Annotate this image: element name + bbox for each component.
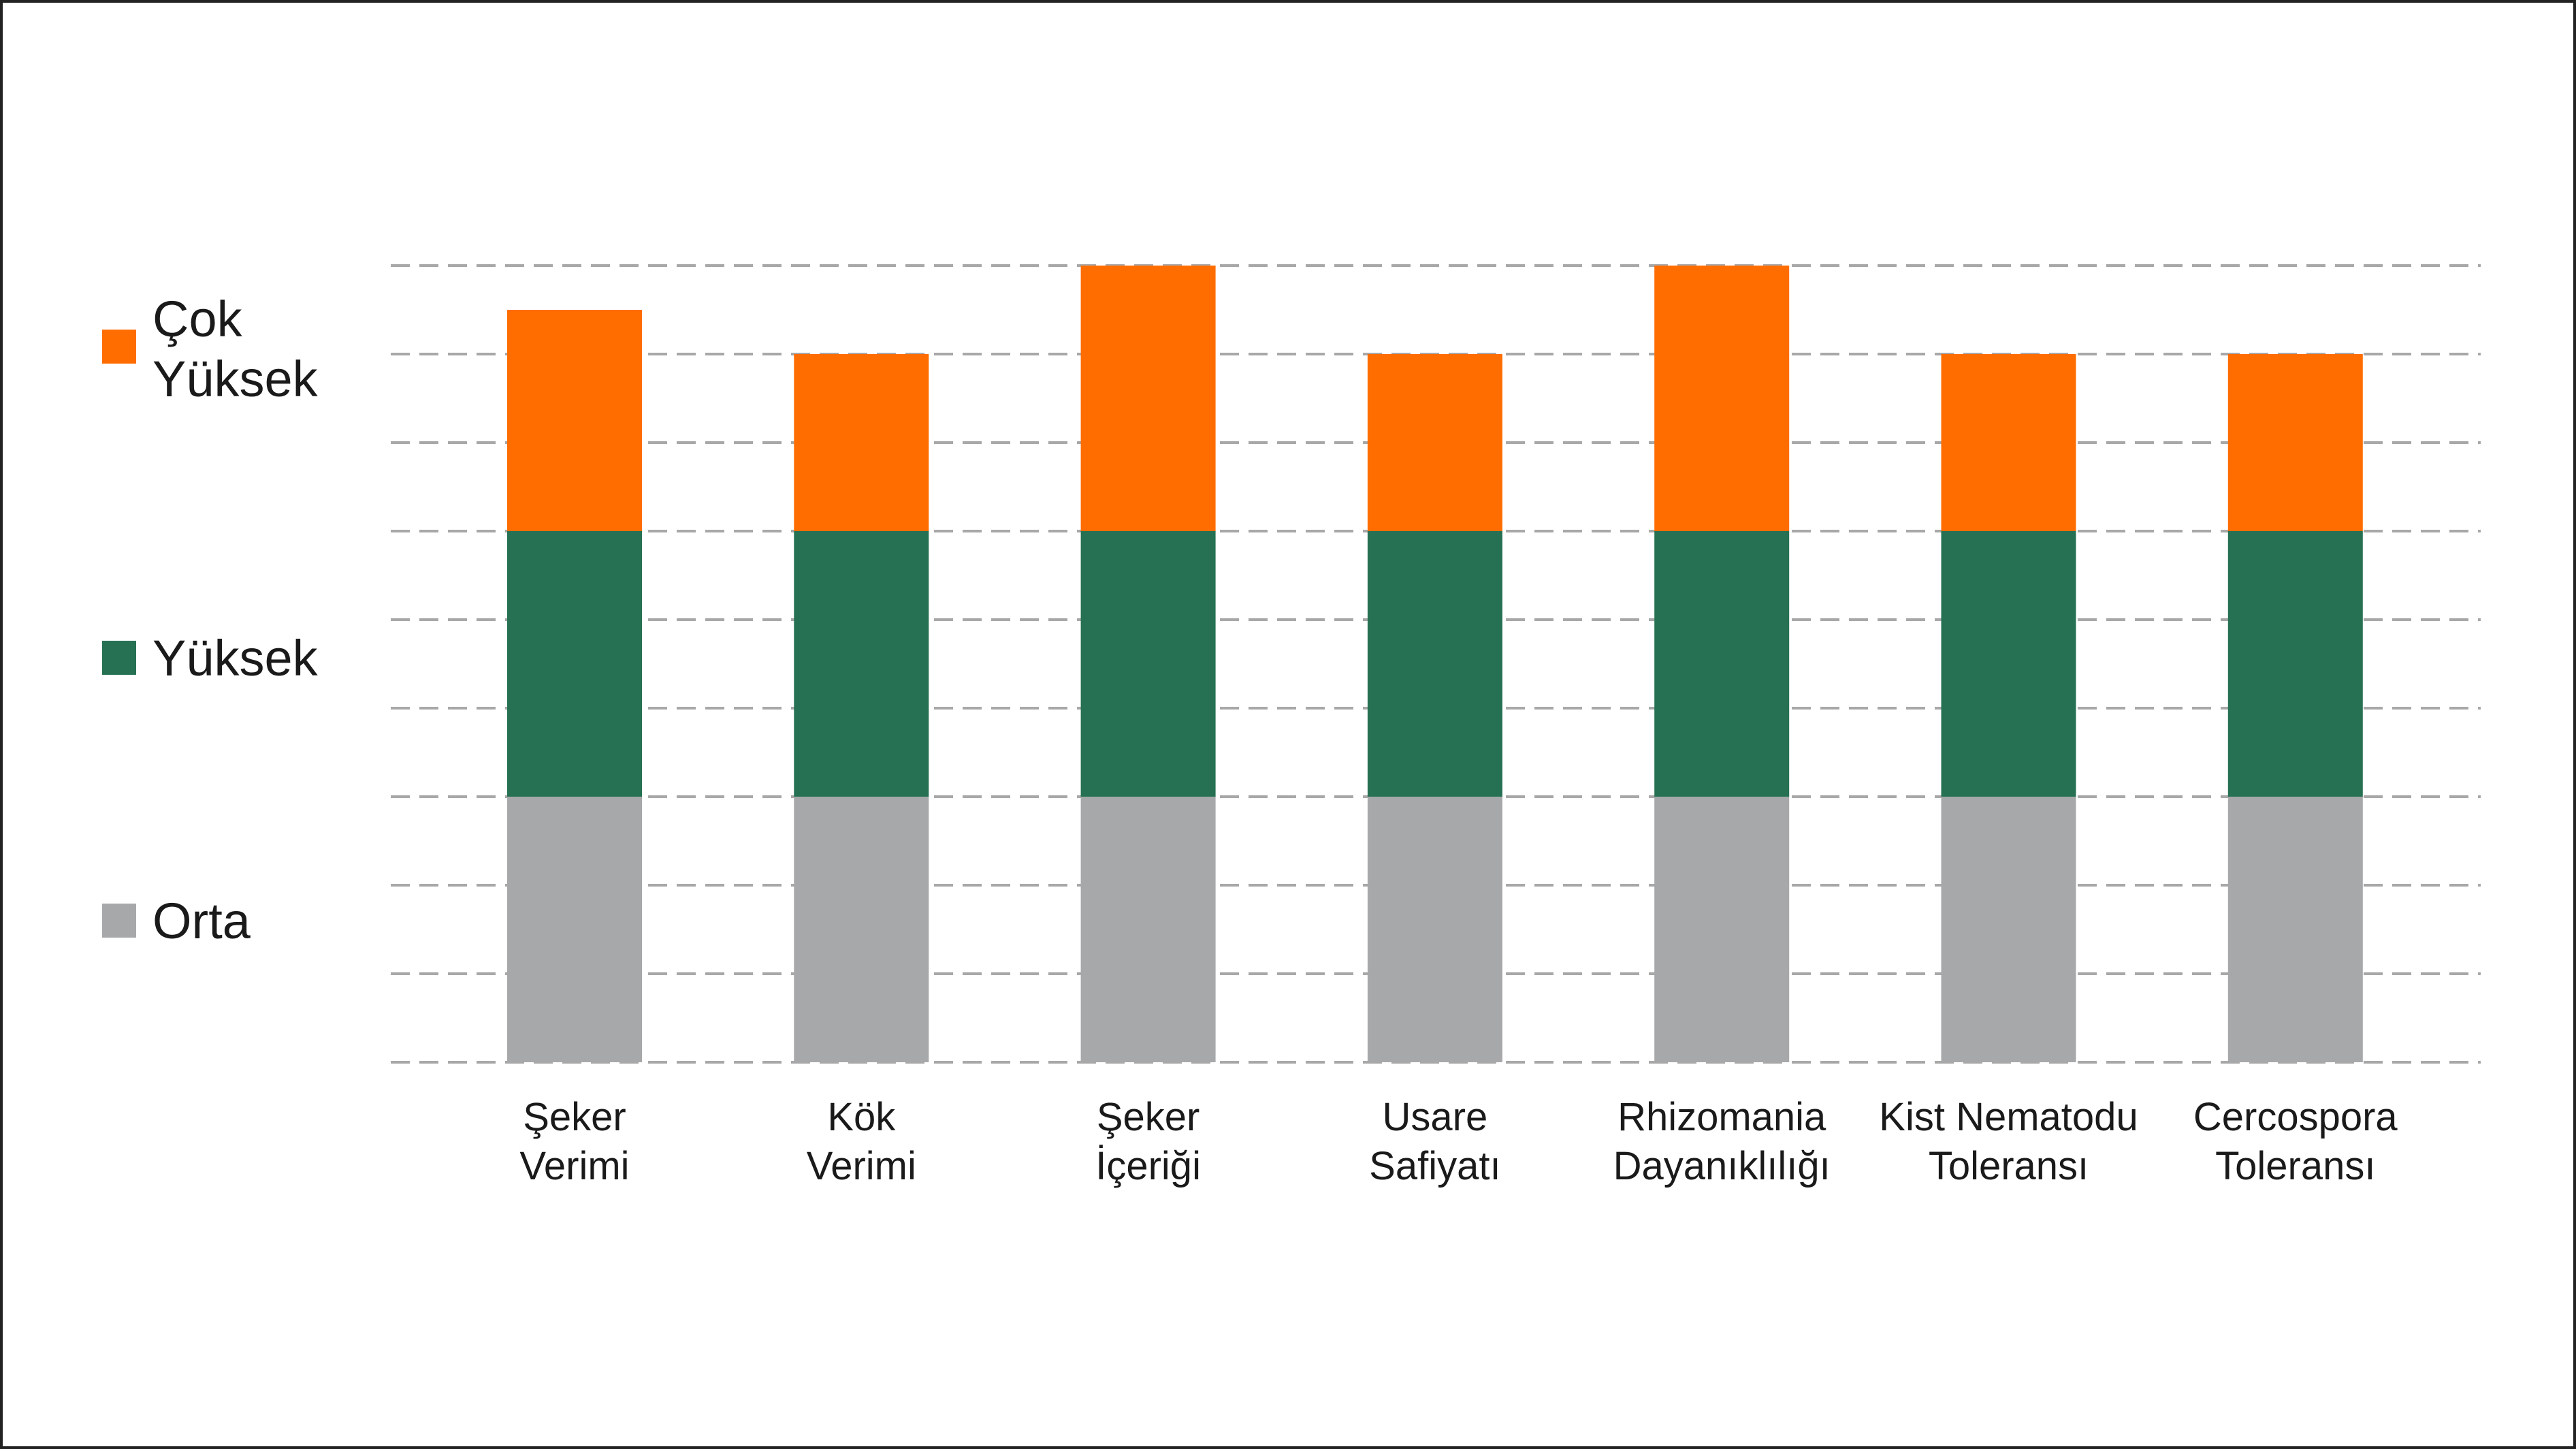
bar-segment xyxy=(1941,797,2076,1062)
bar-segment xyxy=(1080,797,1216,1062)
bar-segment xyxy=(1941,531,2076,797)
category-label: Şeker İçeriği xyxy=(1095,1095,1201,1188)
category-label-line: Usare xyxy=(1383,1095,1488,1139)
bar-segment xyxy=(2227,354,2363,531)
legend-swatch xyxy=(102,330,136,364)
bar-segment xyxy=(1367,797,1502,1062)
legend-label-line: Çok xyxy=(152,291,243,347)
category-label: Kök Verimi xyxy=(807,1095,916,1188)
category-label: Usare Safiyatı xyxy=(1369,1095,1500,1188)
category-label-line: Kist Nematodu xyxy=(1879,1095,2138,1139)
category-label-line: Safiyatı xyxy=(1369,1144,1500,1188)
legend-label-line: Yüksek xyxy=(152,351,319,407)
category-label-line: Toleransı xyxy=(1929,1144,2089,1188)
legend-label-line: Orta xyxy=(152,893,251,949)
bar-segment xyxy=(794,797,929,1062)
stacked-bar-chart: Şeker Verimi Kök Verimi Şeker İçeriği Usare Saf… xyxy=(102,264,2481,1188)
category-labels: Şeker Verimi Kök Verimi Şeker İçeriği Usare Saf… xyxy=(519,1095,2398,1188)
bar-segment xyxy=(1654,266,1790,531)
category-label: Rhizomania Dayanıklılığı xyxy=(1613,1095,1831,1188)
category-label-line: Şeker xyxy=(523,1095,626,1139)
category-label-line: İçeriği xyxy=(1095,1144,1201,1188)
bar-segment xyxy=(2227,797,2363,1062)
category-label-line: Rhizomania xyxy=(1617,1095,1826,1139)
bar-segment xyxy=(1654,797,1790,1062)
bar-segment xyxy=(794,531,929,797)
bar-segment xyxy=(1654,531,1790,797)
category-label-line: Cercospora xyxy=(2193,1095,2398,1139)
bar-segment xyxy=(1941,354,2076,531)
bar-segment xyxy=(794,354,929,531)
category-label-line: Toleransı xyxy=(2215,1144,2375,1188)
bar-segment xyxy=(507,310,642,531)
legend-label: Yüksek xyxy=(152,630,319,686)
bar-segment xyxy=(507,531,642,797)
legend-label: Çok Yüksek xyxy=(152,291,319,407)
bar-segment xyxy=(1080,266,1216,531)
category-label: Kist Nematodu Toleransı xyxy=(1879,1095,2138,1188)
legend-label: Orta xyxy=(152,893,251,949)
category-label: Şeker Verimi xyxy=(519,1095,629,1188)
legend-swatch xyxy=(102,904,136,938)
bar-segment xyxy=(2227,531,2363,797)
category-label-line: Verimi xyxy=(807,1144,916,1188)
category-label: Cercospora Toleransı xyxy=(2193,1095,2398,1188)
legend-swatch xyxy=(102,641,136,675)
category-label-line: Verimi xyxy=(519,1144,629,1188)
bar-segment xyxy=(1367,531,1502,797)
legend-label-line: Yüksek xyxy=(152,630,319,686)
bar-segment xyxy=(1080,531,1216,797)
bar-segment xyxy=(1367,354,1502,531)
bars xyxy=(507,266,2363,1062)
category-label-line: Şeker xyxy=(1097,1095,1200,1139)
bar-segment xyxy=(507,797,642,1062)
category-label-line: Dayanıklılığı xyxy=(1613,1144,1831,1188)
category-label-line: Kök xyxy=(827,1095,896,1139)
